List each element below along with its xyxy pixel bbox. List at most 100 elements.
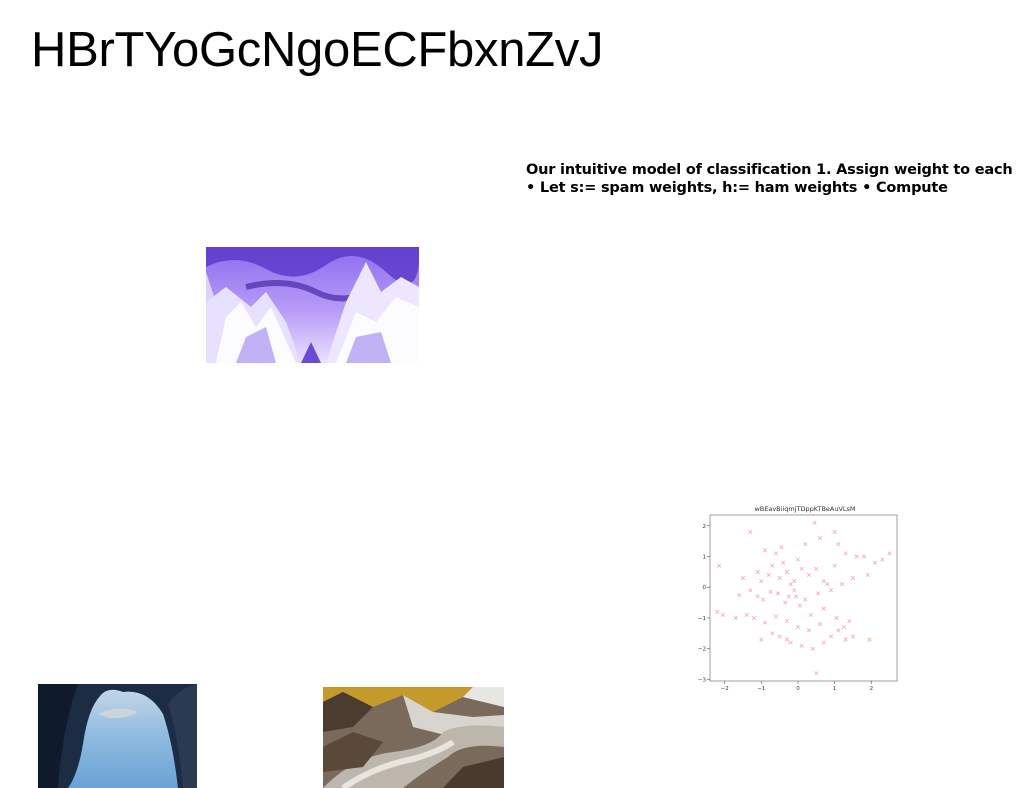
x-tick-label: 1: [833, 686, 837, 690]
scatter-point: [768, 589, 773, 594]
x-tick-label: −2: [721, 686, 729, 690]
scatter-point: [759, 579, 764, 584]
scatter-point: [761, 597, 766, 602]
glacier-photo: [323, 687, 504, 788]
scatter-point: [755, 569, 760, 574]
scatter-point: [817, 622, 823, 627]
sea-arch-photo: [38, 684, 197, 788]
y-tick-label: 1: [703, 555, 707, 561]
scatter-point: [795, 625, 801, 630]
scatter-point: [850, 575, 856, 581]
scatter-point: [828, 588, 834, 593]
slide-text: Our intuitive model of classification 1.…: [526, 162, 1013, 196]
scatter-point: [843, 637, 848, 642]
scatter-point: [740, 575, 746, 581]
scatter-point: [810, 646, 815, 651]
scatter-point: [766, 572, 771, 578]
scatter-point: [814, 671, 819, 676]
scatter-point: [812, 520, 817, 525]
scatter-point: [821, 579, 826, 584]
purple-forest-photo: [206, 247, 419, 363]
scatter-point: [825, 582, 830, 587]
scatter-point: [737, 592, 742, 598]
scatter-point: [814, 566, 819, 571]
y-tick-label: 2: [703, 524, 707, 530]
scatter-point: [803, 597, 808, 602]
scatter-point: [880, 557, 885, 562]
scatter-point: [799, 643, 804, 648]
scatter-point: [806, 628, 812, 633]
plot-frame: [709, 514, 898, 682]
scatter-point: [788, 640, 793, 645]
scatter-point: [872, 560, 878, 565]
scatter-point: [887, 551, 892, 556]
scatter-point: [788, 582, 793, 587]
scatter-point: [808, 612, 813, 617]
scatter-point: [733, 615, 738, 621]
scatter-point: [751, 615, 757, 621]
scatter-point: [759, 637, 764, 642]
scatter-chart: wBEavBiiqmjTDppKTBeAuVLsM −2 −1 0 1 2 −3 −2 −1 0…: [695, 500, 905, 690]
scatter-point: [821, 606, 826, 611]
scatter-point: [792, 588, 797, 593]
scatter-point: [720, 612, 725, 617]
y-tick-label: −1: [698, 616, 706, 622]
scatter-point: [784, 618, 790, 624]
scatter-point: [817, 535, 823, 541]
page-title: HBrTYoGcNgoECFbxnZvJ: [31, 23, 604, 77]
scatter-point: [803, 542, 808, 547]
scatter-point: [786, 594, 791, 599]
scatter-point: [779, 545, 784, 550]
scatter-point: [806, 572, 812, 578]
scatter-point: [717, 563, 722, 568]
scatter-point: [861, 554, 867, 559]
x-tick-label: −1: [757, 686, 765, 690]
scatter-point: [841, 625, 846, 630]
scatter-point: [850, 634, 856, 639]
x-tick-label: 0: [796, 686, 800, 690]
scatter-point: [794, 594, 799, 599]
scatter-point: [799, 566, 804, 571]
scatter-point: [828, 634, 834, 639]
scatter-point: [834, 615, 839, 621]
scatter-point: [784, 637, 790, 642]
y-tick-label: 0: [703, 585, 707, 591]
x-tick-label: 2: [870, 686, 874, 690]
scatter-point: [816, 591, 821, 596]
y-tick-label: −2: [698, 647, 706, 653]
scatter-point: [775, 591, 780, 596]
scatter-point: [843, 551, 848, 556]
chart-title: wBEavBiiqmjTDppKTBeAuVLsM: [754, 505, 855, 513]
scatter-point: [781, 560, 786, 565]
scatter-point: [777, 575, 782, 581]
scatter-point: [867, 637, 872, 642]
scatter-point: [797, 603, 802, 608]
scatter-point: [847, 618, 852, 624]
scatter-point: [762, 548, 768, 553]
scatter-point: [832, 529, 837, 534]
scatter-point: [777, 634, 782, 639]
scatter-point: [832, 563, 837, 568]
scatter-point: [762, 620, 768, 625]
scatter-point: [784, 569, 790, 574]
scatter-point: [821, 640, 826, 645]
scatter-point: [773, 614, 779, 619]
scatter-point: [839, 582, 845, 587]
scatter-point: [748, 529, 753, 534]
scatter-point: [836, 542, 841, 547]
scatter-point: [836, 628, 841, 633]
scatter-point: [755, 594, 760, 599]
scatter-point: [773, 551, 779, 556]
scatter-point: [748, 588, 753, 593]
scatter-point: [715, 609, 720, 614]
scatter-point: [792, 579, 797, 584]
scatter-point: [865, 572, 870, 578]
scatter-chart-svg: wBEavBiiqmjTDppKTBeAuVLsM −2 −1 0 1 2 −3 −2 −1 0…: [698, 505, 898, 690]
scatter-point: [770, 631, 775, 636]
scatter-point: [744, 612, 749, 617]
scatter-point: [854, 554, 859, 559]
scatter-point: [783, 600, 788, 605]
scatter-point: [770, 563, 775, 568]
y-tick-label: −3: [698, 677, 707, 683]
scatter-point: [795, 557, 801, 562]
